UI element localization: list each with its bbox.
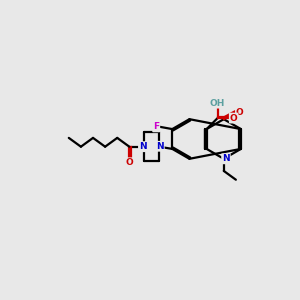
Text: N: N — [139, 142, 147, 151]
Text: OH: OH — [210, 99, 225, 108]
Text: N: N — [222, 154, 230, 163]
Text: O: O — [236, 108, 244, 117]
Text: O: O — [125, 158, 133, 167]
Text: F: F — [153, 122, 159, 131]
Text: O: O — [230, 114, 238, 123]
Text: N: N — [156, 142, 164, 151]
